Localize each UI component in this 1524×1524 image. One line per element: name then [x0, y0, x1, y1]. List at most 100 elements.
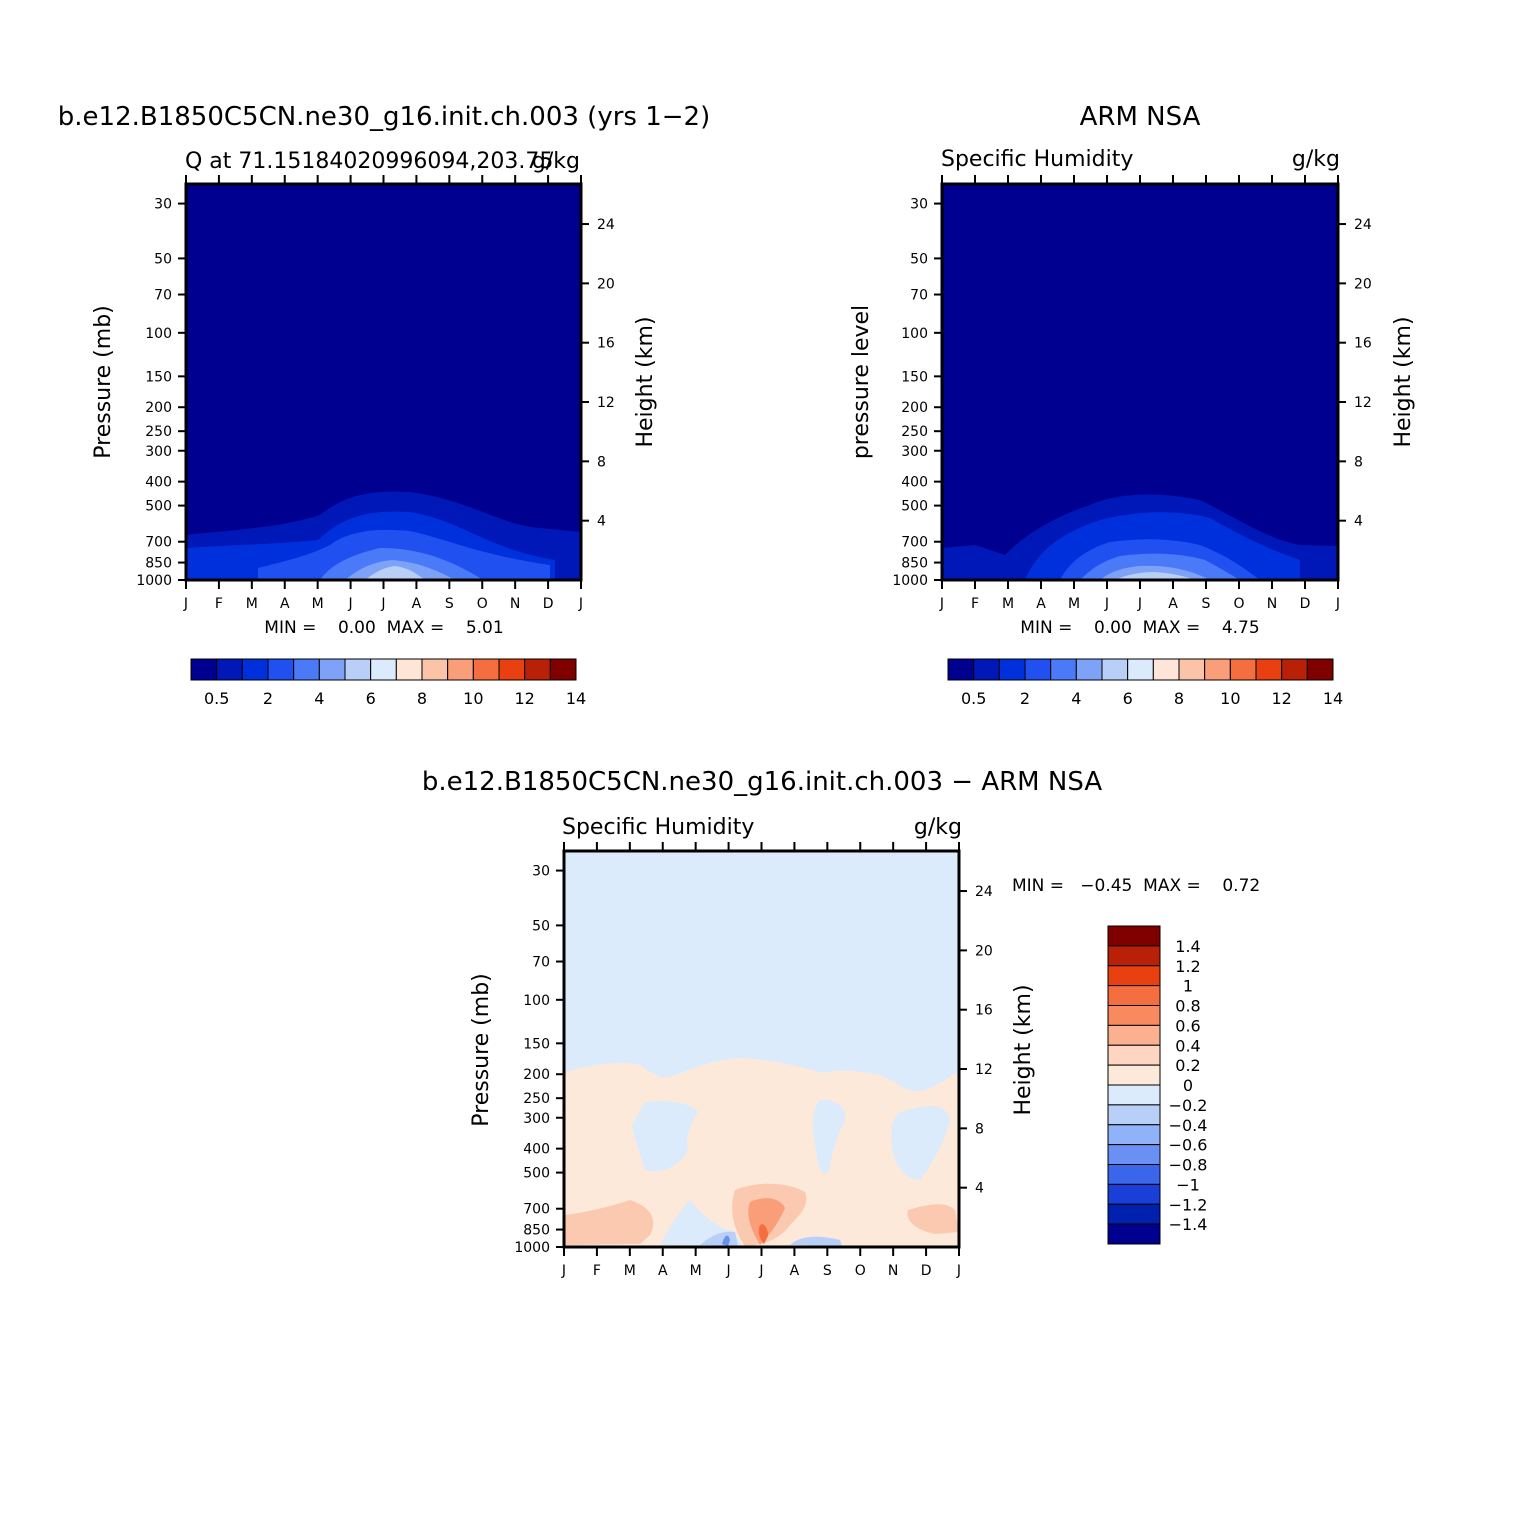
x-tick-label: A	[790, 1263, 800, 1279]
y-tick-label: 200	[901, 400, 928, 416]
x-tick-label: M	[1002, 596, 1014, 612]
panel-2-y2-axis: 24 20 16 12 8 4	[1338, 217, 1372, 530]
x-tick-label: J	[561, 1263, 566, 1279]
x-tick-label: F	[971, 596, 979, 612]
x-tick-label: D	[921, 1263, 932, 1279]
y2-tick-label: 12	[975, 1062, 993, 1078]
panel-3-plot-area	[562, 849, 961, 1249]
x-tick-label: J	[726, 1263, 731, 1279]
colorbar-label: 0.8	[1175, 997, 1200, 1016]
y2-tick-label: 4	[597, 514, 606, 530]
colorbar-label: 8	[417, 689, 427, 708]
colorbar-swatch	[1101, 658, 1129, 681]
colorbar-swatch	[472, 658, 500, 681]
x-tick-label: N	[510, 596, 520, 612]
y-tick-label: 70	[532, 955, 550, 971]
colorbar-label: 12	[514, 689, 534, 708]
panel-2-title: ARM NSA	[1080, 102, 1201, 132]
y-tick-label: 300	[523, 1111, 550, 1127]
y2-tick-label: 24	[1354, 217, 1372, 233]
x-tick-label: M	[246, 596, 258, 612]
colorbar-swatch	[1107, 1024, 1161, 1046]
y-tick-label: 1000	[514, 1240, 550, 1256]
colorbar-label: 10	[1220, 689, 1240, 708]
y-tick-label: 100	[523, 993, 550, 1009]
colorbar-swatch	[1255, 658, 1283, 681]
y-tick-label: 500	[523, 1166, 550, 1182]
x-tick-label: A	[658, 1263, 668, 1279]
colorbar-swatch	[1107, 1104, 1161, 1126]
panel-1-plot-area	[184, 182, 583, 582]
colorbar-swatch	[1178, 658, 1206, 681]
panel-2-y2label: Height (km)	[1391, 316, 1416, 447]
y-tick-label: 50	[532, 918, 550, 934]
y-tick-label: 150	[145, 369, 172, 385]
panel-2-contour-6	[1115, 572, 1195, 580]
colorbar-label: 14	[1323, 689, 1343, 708]
colorbar-swatch	[1127, 658, 1154, 681]
colorbar-swatch	[1152, 658, 1180, 681]
colorbar-swatch	[1107, 1064, 1161, 1086]
x-tick-label: O	[855, 1263, 866, 1279]
x-tick-label: J	[348, 596, 353, 612]
colorbar-swatch	[973, 658, 1000, 681]
y-tick-label: 700	[523, 1202, 550, 1218]
colorbar-swatch	[241, 658, 269, 681]
y-tick-label: 150	[901, 369, 928, 385]
colorbar-swatch	[395, 658, 423, 681]
y-tick-label: 250	[523, 1091, 550, 1107]
colorbar-swatch	[1107, 985, 1161, 1006]
x-tick-label: M	[624, 1263, 636, 1279]
panel-3-colorbar: 1.41.210.80.60.40.20−0.2−0.4−0.6−0.8−1−1…	[1107, 925, 1207, 1245]
colorbar-label: 0.5	[204, 689, 229, 708]
colorbar-label: 2	[1020, 689, 1030, 708]
colorbar-swatch	[421, 658, 449, 681]
colorbar-swatch	[947, 658, 975, 681]
x-tick-label: A	[412, 596, 422, 612]
colorbar-label: 4	[1071, 689, 1081, 708]
x-tick-label: O	[1233, 596, 1244, 612]
panel-3-subtitle-left: Specific Humidity	[562, 815, 754, 840]
y2-tick-label: 20	[597, 276, 615, 292]
panel-1-ylabel: Pressure (mb)	[91, 305, 116, 459]
colorbar-swatch	[1107, 1223, 1161, 1245]
y-tick-label: 850	[145, 556, 172, 572]
panel-diff: b.e12.B1850C5CN.ne30_g16.init.ch.003 − A…	[422, 767, 1260, 1279]
panel-1-contour-6	[365, 566, 425, 580]
panel-obs: ARM NSA Specific Humidity g/kg 305070100…	[849, 102, 1416, 708]
colorbar-swatch	[1107, 1183, 1161, 1205]
x-tick-label: F	[215, 596, 223, 612]
y-tick-label: 70	[910, 288, 928, 304]
colorbar-label: 14	[566, 689, 586, 708]
panel-1-units: g/kg	[532, 149, 580, 174]
panel-3-y2-axis: 24 20 16 12 8 4	[959, 884, 993, 1197]
colorbar-swatch	[1107, 925, 1161, 947]
panel-3-neg-blob-2	[812, 1099, 846, 1174]
y2-tick-label: 20	[975, 943, 993, 959]
x-tick-label: D	[543, 596, 554, 612]
x-tick-label: D	[1300, 596, 1311, 612]
y2-tick-label: 8	[597, 454, 606, 470]
y2-tick-label: 8	[1354, 454, 1363, 470]
x-tick-label: J	[939, 596, 944, 612]
colorbar-label: 1.2	[1175, 957, 1200, 976]
colorbar-swatch	[1281, 658, 1308, 681]
panel-3-y2label: Height (km)	[1011, 984, 1036, 1115]
panel-3-neg-blob-6	[790, 1236, 842, 1246]
panel-3-minmax: MIN = −0.45 MAX = 0.72	[1012, 876, 1260, 896]
colorbar-swatch	[1306, 658, 1334, 681]
colorbar-swatch	[524, 658, 551, 681]
colorbar-swatch	[267, 658, 295, 681]
x-tick-label: S	[823, 1263, 832, 1279]
panel-1-y2-axis: 24 20 16 12 8 4	[581, 217, 615, 530]
panel-3-neg-blob-1	[632, 1100, 698, 1172]
colorbar-swatch	[318, 658, 346, 681]
colorbar-swatch	[1107, 1144, 1161, 1165]
y-tick-label: 50	[154, 251, 172, 267]
y-tick-label: 70	[154, 288, 172, 304]
colorbar-swatch	[549, 658, 577, 681]
y-tick-label: 700	[901, 535, 928, 551]
